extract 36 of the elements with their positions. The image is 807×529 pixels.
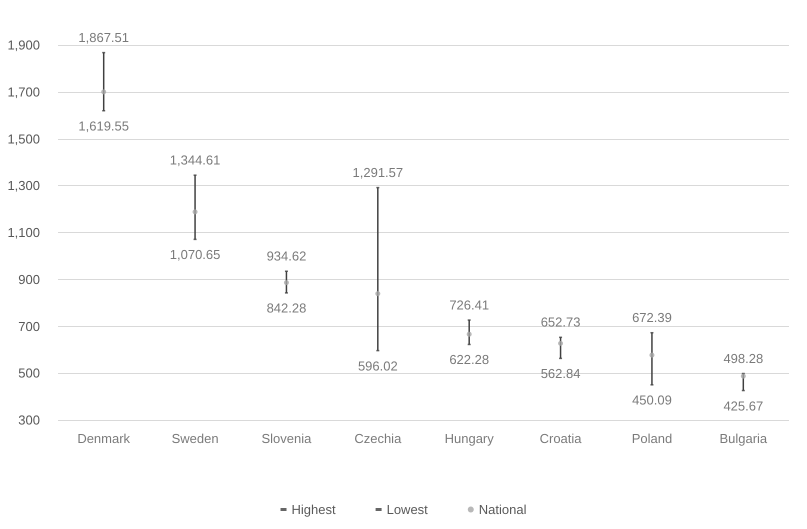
- y-tick-label: 900: [18, 272, 40, 287]
- data-label: 1,619.55: [78, 118, 129, 134]
- x-tick-label: Hungary: [444, 431, 494, 446]
- data-label: 596.02: [358, 358, 398, 374]
- y-tick-label: 1,100: [7, 225, 40, 240]
- legend-label: Highest: [292, 502, 336, 517]
- data-label: 1,291.57: [352, 164, 404, 180]
- x-tick-label: Sweden: [172, 431, 219, 446]
- data-label: 842.28: [266, 300, 306, 316]
- legend-label: Lowest: [386, 502, 428, 517]
- y-tick-label: 500: [18, 366, 40, 381]
- data-label: 622.28: [449, 352, 490, 368]
- y-tick-label: 300: [18, 412, 40, 428]
- y-tick-label: 700: [18, 318, 40, 334]
- y-tick-label: 1,900: [7, 38, 40, 52]
- x-tick-label: Bulgaria: [719, 431, 768, 446]
- data-label: 450.09: [632, 392, 672, 408]
- data-label: 672.39: [632, 310, 672, 325]
- x-tick-label: Czechia: [354, 431, 402, 446]
- data-label: 726.41: [449, 297, 490, 312]
- x-tick-label: Poland: [632, 431, 672, 446]
- x-tick-label: Denmark: [77, 431, 131, 446]
- data-label: 425.67: [723, 398, 764, 414]
- data-label: 652.73: [540, 314, 580, 330]
- data-label: 934.62: [266, 248, 306, 264]
- data-label: 562.84: [540, 366, 580, 382]
- data-label: 1,867.51: [78, 30, 129, 45]
- x-tick-label: Slovenia: [262, 431, 312, 446]
- y-tick-label: 1,700: [7, 84, 40, 100]
- legend-label: National: [478, 502, 527, 517]
- y-tick-label: 1,500: [7, 131, 40, 146]
- data-label: 498.28: [723, 350, 764, 366]
- x-tick-label: Croatia: [540, 431, 582, 446]
- data-label: 1,070.65: [170, 247, 220, 262]
- y-tick-label: 1,300: [7, 178, 40, 194]
- data-label: 1,344.61: [170, 152, 220, 168]
